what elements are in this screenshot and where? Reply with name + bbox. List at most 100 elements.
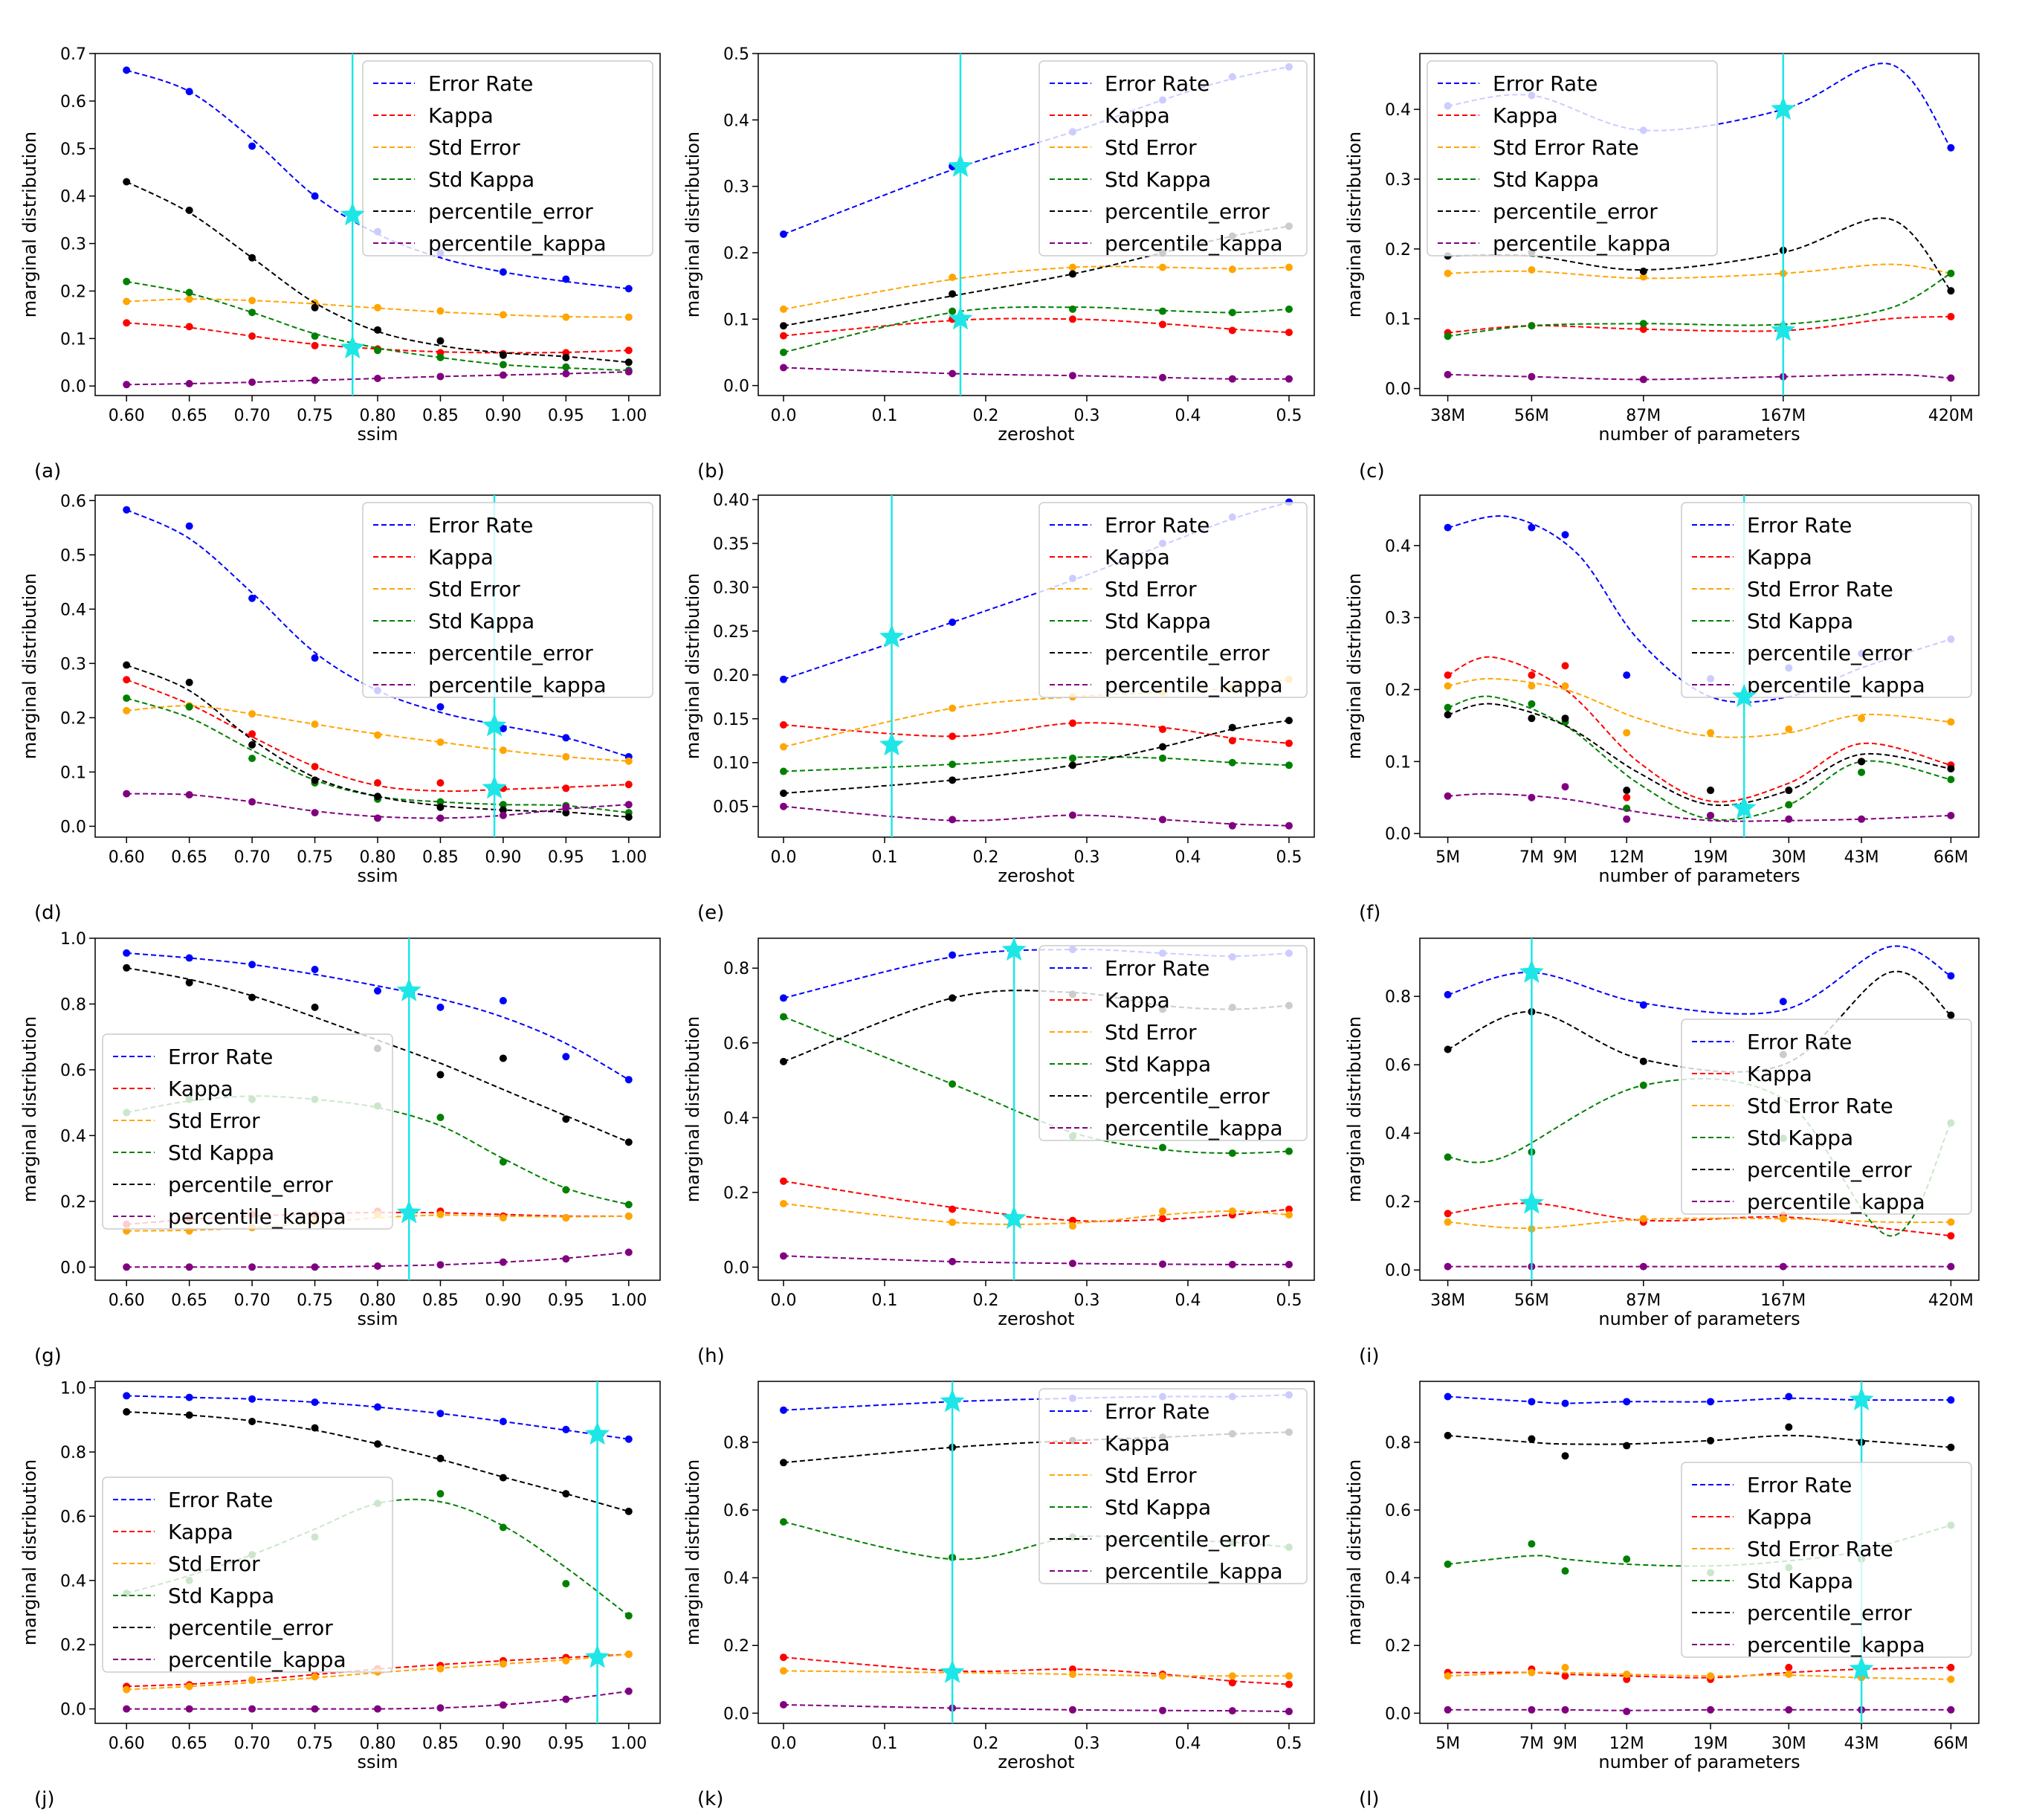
x-tick-label: 7M bbox=[1519, 848, 1544, 867]
data-point bbox=[1561, 1663, 1569, 1671]
data-point bbox=[374, 1262, 381, 1270]
legend-label: percentile_error bbox=[1105, 1527, 1270, 1552]
data-point bbox=[1285, 263, 1293, 271]
x-tick-label: 0.80 bbox=[360, 1735, 396, 1753]
legend-box bbox=[1681, 1019, 1972, 1215]
y-axis-title: marginal distribution bbox=[19, 1459, 40, 1645]
legend-label: percentile_error bbox=[1105, 199, 1270, 224]
data-point bbox=[1159, 320, 1166, 329]
star-marker bbox=[940, 1388, 965, 1413]
x-tick-label: 0.95 bbox=[548, 1735, 584, 1753]
data-point bbox=[1707, 729, 1715, 737]
data-point bbox=[780, 1406, 787, 1414]
data-point bbox=[123, 277, 131, 285]
legend-label: percentile_error bbox=[1105, 1084, 1270, 1109]
data-point bbox=[1444, 682, 1452, 690]
x-tick-label: 0.60 bbox=[109, 848, 145, 867]
series-line bbox=[126, 181, 629, 364]
data-point bbox=[1444, 1431, 1452, 1439]
x-tick-label: 43M bbox=[1844, 1735, 1879, 1753]
y-tick-label: 0.8 bbox=[1385, 988, 1411, 1007]
y-axis-title: marginal distribution bbox=[19, 1016, 40, 1202]
legend-label: Std Error Rate bbox=[1747, 1094, 1893, 1118]
x-tick-label: 1.00 bbox=[610, 407, 647, 425]
x-tick-label: 0.75 bbox=[297, 1291, 333, 1310]
y-tick-label: 0.40 bbox=[713, 491, 749, 510]
data-point bbox=[311, 720, 319, 729]
legend-label: Std Error Rate bbox=[1747, 577, 1893, 601]
data-point bbox=[949, 732, 957, 740]
data-point bbox=[1159, 1260, 1166, 1268]
x-tick-label: 0.60 bbox=[109, 1291, 145, 1310]
y-tick-label: 0.10 bbox=[713, 755, 749, 773]
data-point bbox=[436, 1665, 445, 1673]
series-line bbox=[1447, 263, 1951, 280]
data-point bbox=[1285, 739, 1293, 747]
data-point bbox=[185, 88, 193, 96]
legend-label: percentile_kappa bbox=[1747, 1190, 1925, 1214]
data-point bbox=[1623, 787, 1631, 795]
data-point bbox=[1228, 1207, 1236, 1215]
data-point bbox=[624, 1612, 633, 1620]
series-line bbox=[1447, 272, 1951, 338]
x-axis-title: number of parameters bbox=[1598, 424, 1800, 445]
star-marker bbox=[396, 978, 421, 1001]
legend-label: Kappa bbox=[1105, 988, 1170, 1013]
data-point bbox=[562, 1213, 570, 1222]
data-point bbox=[562, 734, 570, 742]
data-point bbox=[780, 1013, 787, 1021]
data-point bbox=[311, 303, 319, 312]
y-tick-label: 0.4 bbox=[723, 1109, 749, 1128]
data-point bbox=[1285, 1211, 1293, 1219]
data-point bbox=[311, 1398, 319, 1407]
data-point bbox=[436, 814, 445, 822]
data-point bbox=[1639, 1057, 1647, 1065]
data-point bbox=[1444, 703, 1452, 711]
data-point bbox=[562, 363, 570, 371]
plot-frame bbox=[757, 494, 1315, 838]
data-point bbox=[374, 731, 381, 739]
legend-label: Error Rate bbox=[1105, 513, 1209, 538]
data-point bbox=[1444, 1218, 1452, 1226]
plot-frame bbox=[1419, 53, 1980, 396]
legend-label: Error Rate bbox=[1747, 1473, 1852, 1497]
plot-frame bbox=[1419, 1381, 1980, 1724]
x-tick-label: 0.70 bbox=[234, 1735, 271, 1753]
legend-label: Kappa bbox=[1105, 1431, 1170, 1456]
star-marker bbox=[1731, 795, 1757, 819]
x-tick-label: 0.4 bbox=[1175, 407, 1201, 425]
series-line bbox=[783, 367, 1290, 380]
data-point bbox=[1623, 1442, 1631, 1450]
data-point bbox=[1159, 816, 1166, 824]
data-point bbox=[1228, 1679, 1236, 1687]
series-line bbox=[783, 1704, 1290, 1713]
data-point bbox=[499, 997, 507, 1005]
y-tick-label: 0.3 bbox=[60, 655, 86, 674]
data-point bbox=[562, 313, 570, 321]
data-point bbox=[436, 798, 445, 806]
data-point bbox=[436, 1410, 445, 1418]
data-point bbox=[436, 738, 445, 746]
x-tick-label: 0.4 bbox=[1175, 1291, 1201, 1310]
x-tick-label: 0.70 bbox=[234, 407, 271, 425]
x-tick-label: 0.90 bbox=[485, 848, 521, 867]
data-point bbox=[780, 1459, 787, 1467]
x-axis-title: number of parameters bbox=[1598, 1308, 1800, 1329]
x-tick-label: 0.65 bbox=[171, 1735, 207, 1753]
data-point bbox=[499, 1158, 507, 1166]
star-marker bbox=[1001, 1205, 1027, 1230]
y-tick-label: 0.3 bbox=[1385, 610, 1411, 628]
x-tick-label: 0.5 bbox=[1276, 1291, 1302, 1310]
star-marker bbox=[585, 1421, 610, 1445]
series-line bbox=[126, 1690, 629, 1710]
legend-label: Std Kappa bbox=[428, 609, 534, 633]
data-point bbox=[1561, 1399, 1569, 1407]
data-point bbox=[248, 594, 256, 602]
data-point bbox=[311, 192, 319, 200]
legend-box bbox=[1427, 60, 1718, 256]
data-point bbox=[1285, 822, 1293, 830]
data-point bbox=[1159, 307, 1166, 315]
data-point bbox=[1228, 758, 1236, 767]
series-line bbox=[126, 1251, 629, 1268]
plot-frame bbox=[757, 938, 1315, 1281]
